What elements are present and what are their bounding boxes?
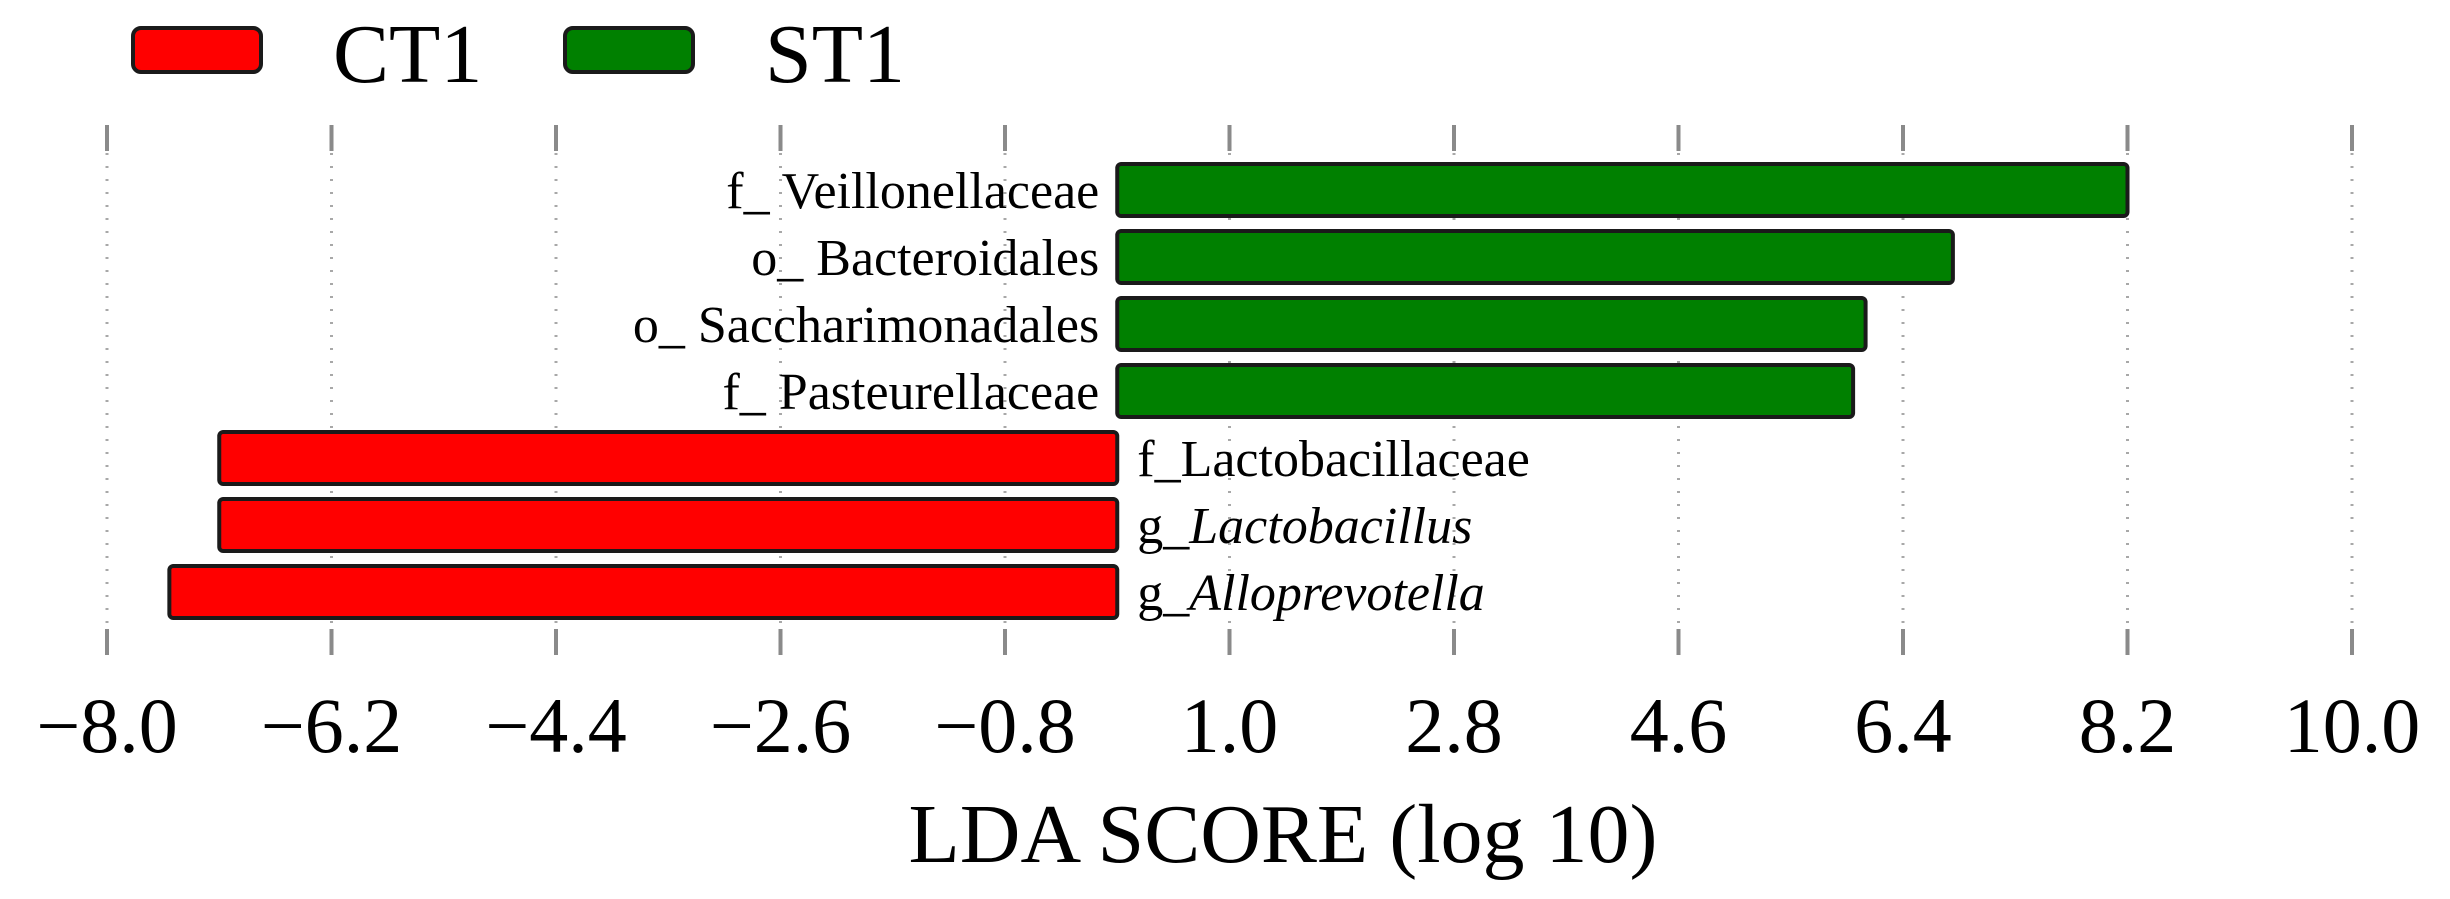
x-axis-title: LDA SCORE (log 10) <box>908 788 1657 881</box>
bar-ct1 <box>217 497 1120 553</box>
bar-label-prefix: g_ <box>1137 565 1190 622</box>
bar-st1 <box>1115 363 1856 419</box>
x-axis-ticks: −8.0 −6.2 −4.4 −2.6 −0.8 1.0 2.8 4.6 6.4 8.2 10.0 <box>36 125 2420 769</box>
legend-swatch-ct1 <box>131 26 263 74</box>
bar-label: g_Alloprevotella <box>1137 565 1485 622</box>
x-tick-label: 4.6 <box>1630 682 1728 769</box>
x-tick-label: 2.8 <box>1405 682 1503 769</box>
bar-label-prefix: g_ <box>1137 498 1190 555</box>
x-tick-label: −8.0 <box>36 682 178 769</box>
bar-label: g_Lactobacillus <box>1137 498 1472 555</box>
bar-st1 <box>1115 162 2130 218</box>
x-tick-label: 8.2 <box>2079 682 2177 769</box>
bar-label: f_ Veillonellaceae <box>726 163 1099 220</box>
bar-label: o_ Saccharimonadales <box>633 297 1099 354</box>
legend-label-ct1: CT1 <box>333 8 482 101</box>
bar-st1 <box>1115 296 1868 352</box>
legend-swatch-st1 <box>563 26 695 74</box>
bar-ct1 <box>167 564 1120 620</box>
x-tick-label: 10.0 <box>2284 682 2421 769</box>
x-tick-label: −2.6 <box>710 682 852 769</box>
x-tick-label: −0.8 <box>934 682 1076 769</box>
bar-label: f_Lactobacillaceae <box>1137 431 1530 488</box>
bar-ct1 <box>217 430 1120 486</box>
x-tick-label: 1.0 <box>1181 682 1279 769</box>
x-tick-label: −4.4 <box>485 682 627 769</box>
legend-label-st1: ST1 <box>765 8 905 101</box>
bar-label: o_ Bacteroidales <box>751 230 1099 287</box>
bar-label: f_ Pasteurellaceae <box>722 364 1099 421</box>
bar-label-taxon: Alloprevotella <box>1186 565 1485 622</box>
bar-st1 <box>1115 229 1955 285</box>
x-tick-label: −6.2 <box>261 682 403 769</box>
bar-label-taxon: Lactobacillus <box>1188 498 1472 555</box>
bars: f_ Veillonellaceae o_ Bacteroidales o_ Sac… <box>167 162 2130 622</box>
legend: CT1 ST1 <box>131 8 905 101</box>
x-tick-label: 6.4 <box>1854 682 1952 769</box>
